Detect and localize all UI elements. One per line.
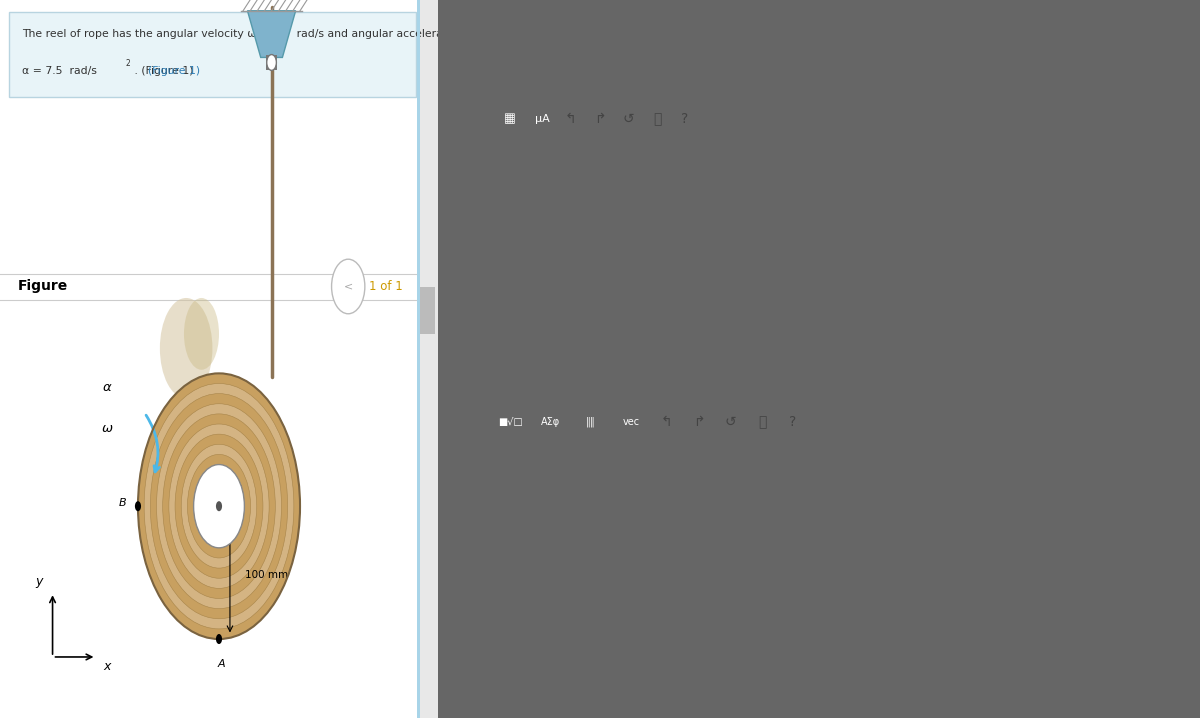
Text: y: y xyxy=(35,575,42,588)
Text: ↱: ↱ xyxy=(692,415,704,429)
Text: 0.45: 0.45 xyxy=(551,159,588,178)
Text: ?: ? xyxy=(788,415,796,429)
Text: 1 of 1: 1 of 1 xyxy=(368,280,402,293)
Circle shape xyxy=(134,501,142,511)
Text: ω: ω xyxy=(102,422,113,435)
Text: ↱: ↱ xyxy=(594,112,605,126)
FancyBboxPatch shape xyxy=(487,402,1135,442)
Text: ✗: ✗ xyxy=(497,261,510,279)
Circle shape xyxy=(193,465,245,548)
FancyBboxPatch shape xyxy=(438,16,1200,55)
FancyBboxPatch shape xyxy=(476,209,552,246)
Text: ▼: ▼ xyxy=(457,329,466,339)
Text: Express your answer using three significant figures.: Express your answer using three signific… xyxy=(480,388,808,398)
Text: Part B: Part B xyxy=(487,327,536,341)
FancyBboxPatch shape xyxy=(684,147,745,190)
Circle shape xyxy=(144,383,294,629)
Text: ↰: ↰ xyxy=(661,415,672,429)
Text: ▼: ▼ xyxy=(457,565,466,575)
Circle shape xyxy=(266,55,276,70)
Polygon shape xyxy=(247,11,295,57)
Text: Request Answer: Request Answer xyxy=(694,223,784,233)
Text: x: x xyxy=(103,660,110,673)
Text: ↺: ↺ xyxy=(725,415,737,429)
Circle shape xyxy=(331,259,365,314)
Ellipse shape xyxy=(160,298,212,398)
Text: Part C: Part C xyxy=(487,563,535,577)
FancyBboxPatch shape xyxy=(438,317,1200,354)
Text: 100 mm: 100 mm xyxy=(245,570,288,580)
Text: (Figure 1): (Figure 1) xyxy=(148,66,200,76)
FancyBboxPatch shape xyxy=(480,398,1142,524)
Text: Determine the direction of the velocity of point B at the instant shown.: Determine the direction of the velocity … xyxy=(480,370,876,381)
FancyBboxPatch shape xyxy=(438,556,1200,585)
Text: AΣφ: AΣφ xyxy=(541,417,560,426)
FancyBboxPatch shape xyxy=(419,0,438,718)
Text: °, measured clockwise from the positive x-axis.: °, measured clockwise from the positive … xyxy=(922,485,1169,495)
Text: ⎗: ⎗ xyxy=(653,112,661,126)
Text: C: C xyxy=(234,485,241,495)
FancyBboxPatch shape xyxy=(266,55,277,70)
Text: A: A xyxy=(217,659,226,669)
Text: 2: 2 xyxy=(125,59,130,67)
Text: ↰: ↰ xyxy=(565,112,576,126)
Circle shape xyxy=(169,424,269,588)
Text: ■√□: ■√□ xyxy=(498,417,522,426)
Text: Previous Answers: Previous Answers xyxy=(564,223,661,233)
Ellipse shape xyxy=(184,298,220,370)
Text: ?: ? xyxy=(682,112,689,126)
Text: m: m xyxy=(708,151,721,164)
Text: Determine the magnitude of the acceleration of point B at the instant shown.: Determine the magnitude of the accelerat… xyxy=(480,600,912,610)
Text: α: α xyxy=(103,381,112,394)
FancyBboxPatch shape xyxy=(552,472,914,508)
Circle shape xyxy=(150,393,288,619)
Text: Submit: Submit xyxy=(487,544,541,557)
Text: v =: v = xyxy=(493,162,517,175)
Text: ▦: ▦ xyxy=(504,113,516,126)
FancyBboxPatch shape xyxy=(418,0,420,718)
Circle shape xyxy=(216,501,222,511)
FancyBboxPatch shape xyxy=(8,12,416,97)
Text: Figure: Figure xyxy=(18,279,67,294)
Circle shape xyxy=(187,454,251,558)
Circle shape xyxy=(156,404,282,609)
Text: ‖‖: ‖‖ xyxy=(586,416,595,427)
Text: ▼: ▼ xyxy=(457,27,466,37)
Circle shape xyxy=(163,414,275,599)
Text: θᵥ =: θᵥ = xyxy=(493,483,521,496)
FancyBboxPatch shape xyxy=(480,253,883,287)
Text: Express your answer to three significant figures and include the appropriate uni: Express your answer to three significant… xyxy=(480,84,1000,94)
Text: α = 7.5  rad/s: α = 7.5 rad/s xyxy=(22,66,97,76)
FancyBboxPatch shape xyxy=(420,287,434,334)
FancyBboxPatch shape xyxy=(480,97,883,201)
Text: <: < xyxy=(343,281,353,292)
Text: ↺: ↺ xyxy=(623,112,635,126)
FancyBboxPatch shape xyxy=(487,102,876,136)
Text: μA: μA xyxy=(535,114,550,124)
FancyBboxPatch shape xyxy=(476,532,552,569)
Text: s: s xyxy=(712,173,718,187)
Text: Request Answer: Request Answer xyxy=(564,546,654,556)
Text: . (Figure 1): . (Figure 1) xyxy=(132,66,194,76)
Text: Determine the magnitude of the velocity of point B at the instant shown.: Determine the magnitude of the velocity … xyxy=(480,67,887,77)
Text: ⎗: ⎗ xyxy=(758,415,767,429)
Text: Submit: Submit xyxy=(487,221,541,234)
Circle shape xyxy=(216,634,222,644)
Text: B: B xyxy=(119,498,126,508)
Circle shape xyxy=(138,373,300,639)
Text: Express your answer to three significant figures and include the appropriate uni: Express your answer to three significant… xyxy=(480,617,1000,628)
Circle shape xyxy=(181,444,257,568)
Text: vec: vec xyxy=(623,417,640,426)
Circle shape xyxy=(175,434,263,578)
Circle shape xyxy=(193,465,245,548)
FancyBboxPatch shape xyxy=(538,147,678,190)
Text: Part A: Part A xyxy=(487,25,536,39)
Text: The reel of rope has the angular velocity ω = 4.5  rad/s and angular acceleratio: The reel of rope has the angular velocit… xyxy=(22,29,463,39)
Text: Incorrect; Try Again; 2 attempts remaining: Incorrect; Try Again; 2 attempts remaini… xyxy=(524,264,824,276)
